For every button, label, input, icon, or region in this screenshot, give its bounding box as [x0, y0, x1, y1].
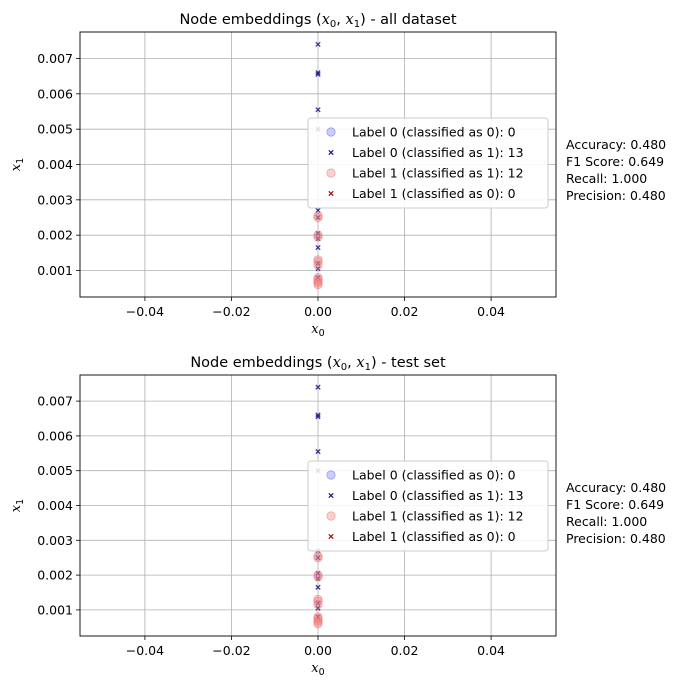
y-tick-label: 0.003 — [37, 192, 73, 207]
data-point — [315, 555, 321, 561]
legend-entry-label: Label 0 (classified as 0): 0 — [352, 468, 516, 483]
metric-text: Recall: 1.000 — [566, 171, 647, 186]
x-axis-label: x0 — [311, 322, 324, 339]
data-point — [313, 280, 323, 290]
metric-text: F1 Score: 0.649 — [566, 154, 664, 169]
legend-entry-label: Label 0 (classified as 1): 13 — [352, 145, 524, 160]
metric-text: Precision: 0.480 — [566, 188, 666, 203]
y-tick-label: 0.004 — [37, 157, 73, 172]
x-tick-label: 0.02 — [391, 304, 419, 319]
data-point — [315, 41, 321, 48]
y-tick-label: 0.002 — [37, 568, 73, 583]
legend-marker — [328, 492, 334, 499]
data-point — [313, 596, 323, 606]
data-points — [313, 384, 323, 629]
data-point — [315, 214, 321, 221]
y-tick-label: 0.007 — [37, 394, 73, 409]
data-point — [313, 260, 323, 270]
legend-marker — [328, 533, 334, 540]
legend-marker — [326, 511, 336, 521]
legend-entry-label: Label 1 (classified as 1): 12 — [352, 509, 524, 524]
data-point — [315, 69, 321, 76]
y-tick-label: 0.005 — [37, 463, 73, 478]
data-point — [313, 572, 323, 582]
y-tick-label: 0.002 — [37, 228, 73, 243]
data-point — [315, 260, 321, 267]
metrics-block: Accuracy: 0.480 F1 Score: 0.649 Recall: 1.… — [566, 137, 666, 203]
x-tick-label: 0.00 — [304, 643, 332, 658]
x-tick-label: 0.02 — [391, 643, 419, 658]
y-axis-label: x1 — [9, 158, 26, 171]
y-tick-label: 0.006 — [37, 86, 73, 101]
data-point — [315, 414, 321, 420]
data-point — [315, 448, 321, 455]
data-point — [313, 212, 323, 223]
data-point — [315, 412, 321, 418]
legend-box — [307, 460, 549, 552]
x-axis-label: x0 — [311, 661, 324, 678]
y-axis-label: x1 — [9, 499, 26, 512]
y-tick-label: 0.001 — [37, 602, 73, 617]
data-point — [313, 232, 323, 242]
data-point — [313, 553, 323, 563]
legend: Label 0 (classified as 0): 0 Label 0 (cla… — [307, 117, 549, 209]
legend-box — [307, 117, 549, 209]
legend-entry-label: Label 0 (classified as 1): 13 — [352, 488, 524, 503]
chart-panel-1: −0.04 −0.02 0.00 0.02 0.04 0.001 0.002 0.003 0.0… — [9, 12, 666, 339]
data-point — [315, 600, 321, 606]
data-point — [315, 575, 321, 582]
data-point — [313, 257, 323, 267]
metric-text: Accuracy: 0.480 — [566, 480, 666, 495]
legend-entry-label: Label 1 (classified as 1): 12 — [352, 166, 524, 181]
chart-title: Node embeddings (x0, x1) - test set — [190, 355, 446, 373]
legend-entry-label: Label 0 (classified as 0): 0 — [352, 125, 516, 140]
data-point — [315, 570, 321, 577]
legend-marker — [326, 168, 336, 178]
x-tick-label: 0.04 — [477, 643, 505, 658]
chart-title: Node embeddings (x0, x1) - all dataset — [179, 12, 456, 30]
y-tick-label: 0.005 — [37, 122, 73, 137]
metric-text: Recall: 1.000 — [566, 514, 647, 529]
x-tick-label: −0.02 — [212, 304, 250, 319]
y-tick-label: 0.004 — [37, 498, 73, 513]
data-point — [315, 266, 321, 272]
legend-entry-label: Label 1 (classified as 0): 0 — [352, 529, 516, 544]
data-point — [313, 600, 323, 610]
y-tick-label: 0.007 — [37, 51, 73, 66]
legend-marker — [328, 149, 334, 156]
data-point — [313, 619, 323, 629]
x-tick-label: −0.04 — [126, 304, 164, 319]
legend-marker — [326, 127, 336, 137]
data-point — [315, 384, 321, 390]
legend-marker — [328, 190, 334, 197]
y-tick-label: 0.003 — [37, 533, 73, 548]
metric-text: F1 Score: 0.649 — [566, 497, 664, 512]
y-tick-label: 0.001 — [37, 263, 73, 278]
legend-marker — [326, 470, 336, 480]
legend: Label 0 (classified as 0): 0 Label 0 (cla… — [307, 460, 549, 552]
data-point — [315, 236, 321, 242]
x-tick-label: −0.02 — [212, 643, 250, 658]
x-tick-label: 0.04 — [477, 304, 505, 319]
data-point — [315, 230, 321, 237]
metrics-block: Accuracy: 0.480 F1 Score: 0.649 Recall: 1.… — [566, 480, 666, 546]
x-tick-label: −0.04 — [126, 643, 164, 658]
y-tick-label: 0.006 — [37, 428, 73, 443]
metric-text: Precision: 0.480 — [566, 531, 666, 546]
data-point — [315, 71, 321, 78]
x-tick-label: 0.00 — [304, 304, 332, 319]
data-point — [315, 244, 321, 251]
data-point — [315, 107, 321, 113]
data-point — [315, 605, 321, 611]
chart-panel-2: −0.04 −0.02 0.00 0.02 0.04 0.001 0.002 0.003 0.0… — [9, 355, 666, 678]
metric-text: Accuracy: 0.480 — [566, 137, 666, 152]
legend-entry-label: Label 1 (classified as 0): 0 — [352, 186, 516, 201]
data-point — [315, 584, 321, 590]
